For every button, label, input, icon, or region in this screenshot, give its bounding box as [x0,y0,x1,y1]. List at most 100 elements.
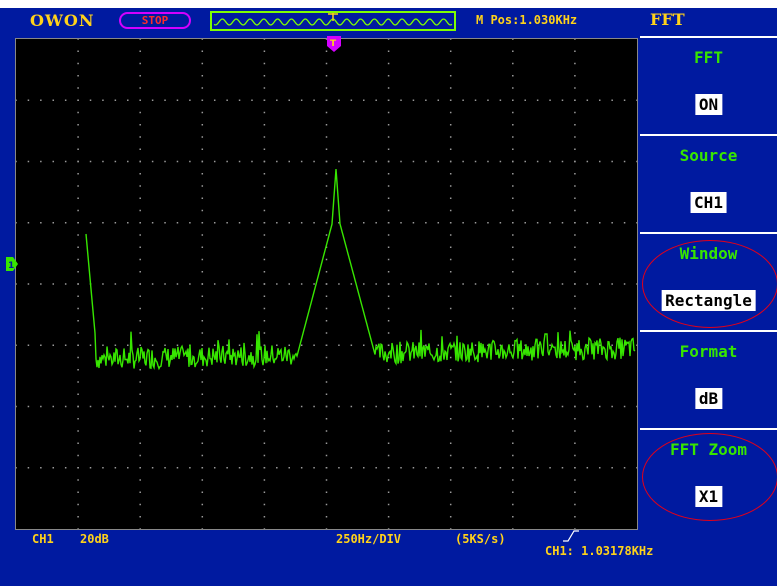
grid-dot [487,344,489,346]
grid-dot [363,344,365,346]
grid-dot [189,222,191,224]
grid-dot [189,405,191,408]
run-state-badge[interactable]: STOP [119,12,191,29]
grid-dot [226,222,228,224]
grid-dot [512,295,514,297]
grid-dot [574,332,576,334]
grid-dot [139,332,141,334]
grid-dot [139,528,141,529]
grid-dot [474,160,477,163]
grid-dot [524,283,526,285]
grid-dot [574,271,576,273]
grid-dot [102,344,104,346]
fft-spectrum-trace [85,168,636,371]
grid-dot [139,111,141,114]
grid-dot [325,381,328,383]
grid-dot [114,283,117,285]
grid-dot [449,197,452,199]
grid-dot [263,62,266,65]
grid-dot [400,344,402,346]
grid-dot [462,222,464,224]
grid-dot [238,405,241,408]
menu-item-fft-zoom[interactable]: FFT Zoom X1 [640,428,777,526]
grid-dot [139,405,141,408]
grid-dot [425,222,427,224]
grid-dot [300,467,303,469]
grid-dot [512,332,514,334]
grid-dot [338,405,340,408]
grid-dot [375,160,377,163]
grid-dot [412,160,415,163]
grid-dot [400,467,402,469]
grid-dot [201,234,204,236]
grid-dot [524,405,526,408]
grid-dot [263,405,266,408]
grid-dot [313,160,315,163]
grid-dot [437,160,440,163]
grid-dot [449,430,452,432]
grid-dot [512,479,514,481]
grid-dot [139,307,141,310]
grid-dot [325,160,328,163]
grid-dot [16,99,17,101]
grid-dot [201,528,204,529]
grid-dot [400,222,402,224]
grid-dot [512,50,514,52]
grid-dot [512,528,514,529]
grid-dot [574,99,576,101]
grid-dot [574,467,576,469]
grid-dot [586,160,589,163]
menu-item-source[interactable]: Source CH1 [640,134,777,232]
grid-dot [226,467,228,469]
grid-dot [512,246,514,248]
grid-dot [263,320,266,322]
grid-dot [114,467,117,469]
grid-dot [325,516,328,518]
grid-dot [263,516,266,518]
grid-dot [512,185,514,187]
menu-item-label: Window [679,244,738,263]
grid-dot [574,124,576,126]
grid-dot [574,430,576,432]
grid-dot [27,405,30,408]
grid-dot [623,283,626,285]
grid-dot [325,332,328,334]
grid-dot [263,173,266,175]
grid-dot [139,39,141,40]
menu-item-value: ON [694,94,723,115]
grid-dot [375,283,377,285]
grid-dot [387,479,390,481]
grid-dot [139,50,141,52]
grid-dot [201,148,204,150]
grid-dot [201,479,204,481]
grid-dot [139,222,141,224]
grid-dot [636,344,637,346]
grid-dot [226,99,228,101]
grid-dot [238,344,241,346]
menu-item-fft[interactable]: FFT ON [640,36,777,134]
grid-dot [338,344,340,346]
grid-dot [263,381,266,383]
grid-dot [263,503,266,506]
grid-dot [499,222,502,224]
grid-dot [102,99,104,101]
channel-ground-marker-icon[interactable]: 1 [6,257,18,271]
grid-dot [139,369,141,371]
grid-dot [350,344,353,346]
grid-dot [176,160,179,163]
menu-item-format[interactable]: Format dB [640,330,777,428]
grid-dot [449,442,452,444]
grid-dot [201,283,204,285]
grid-dot [412,222,415,224]
grid-dot [139,442,141,444]
grid-dot [151,344,154,346]
trigger-position-marker-icon[interactable]: T [327,36,341,52]
grid-dot [201,516,204,518]
grid-dot [499,283,502,285]
menu-item-window[interactable]: Window Rectangle [640,232,777,330]
grid-dot [139,295,141,297]
grid-dot [574,136,576,138]
grid-dot [102,283,104,285]
grid-dot [288,467,290,469]
grid-dot [387,87,390,89]
